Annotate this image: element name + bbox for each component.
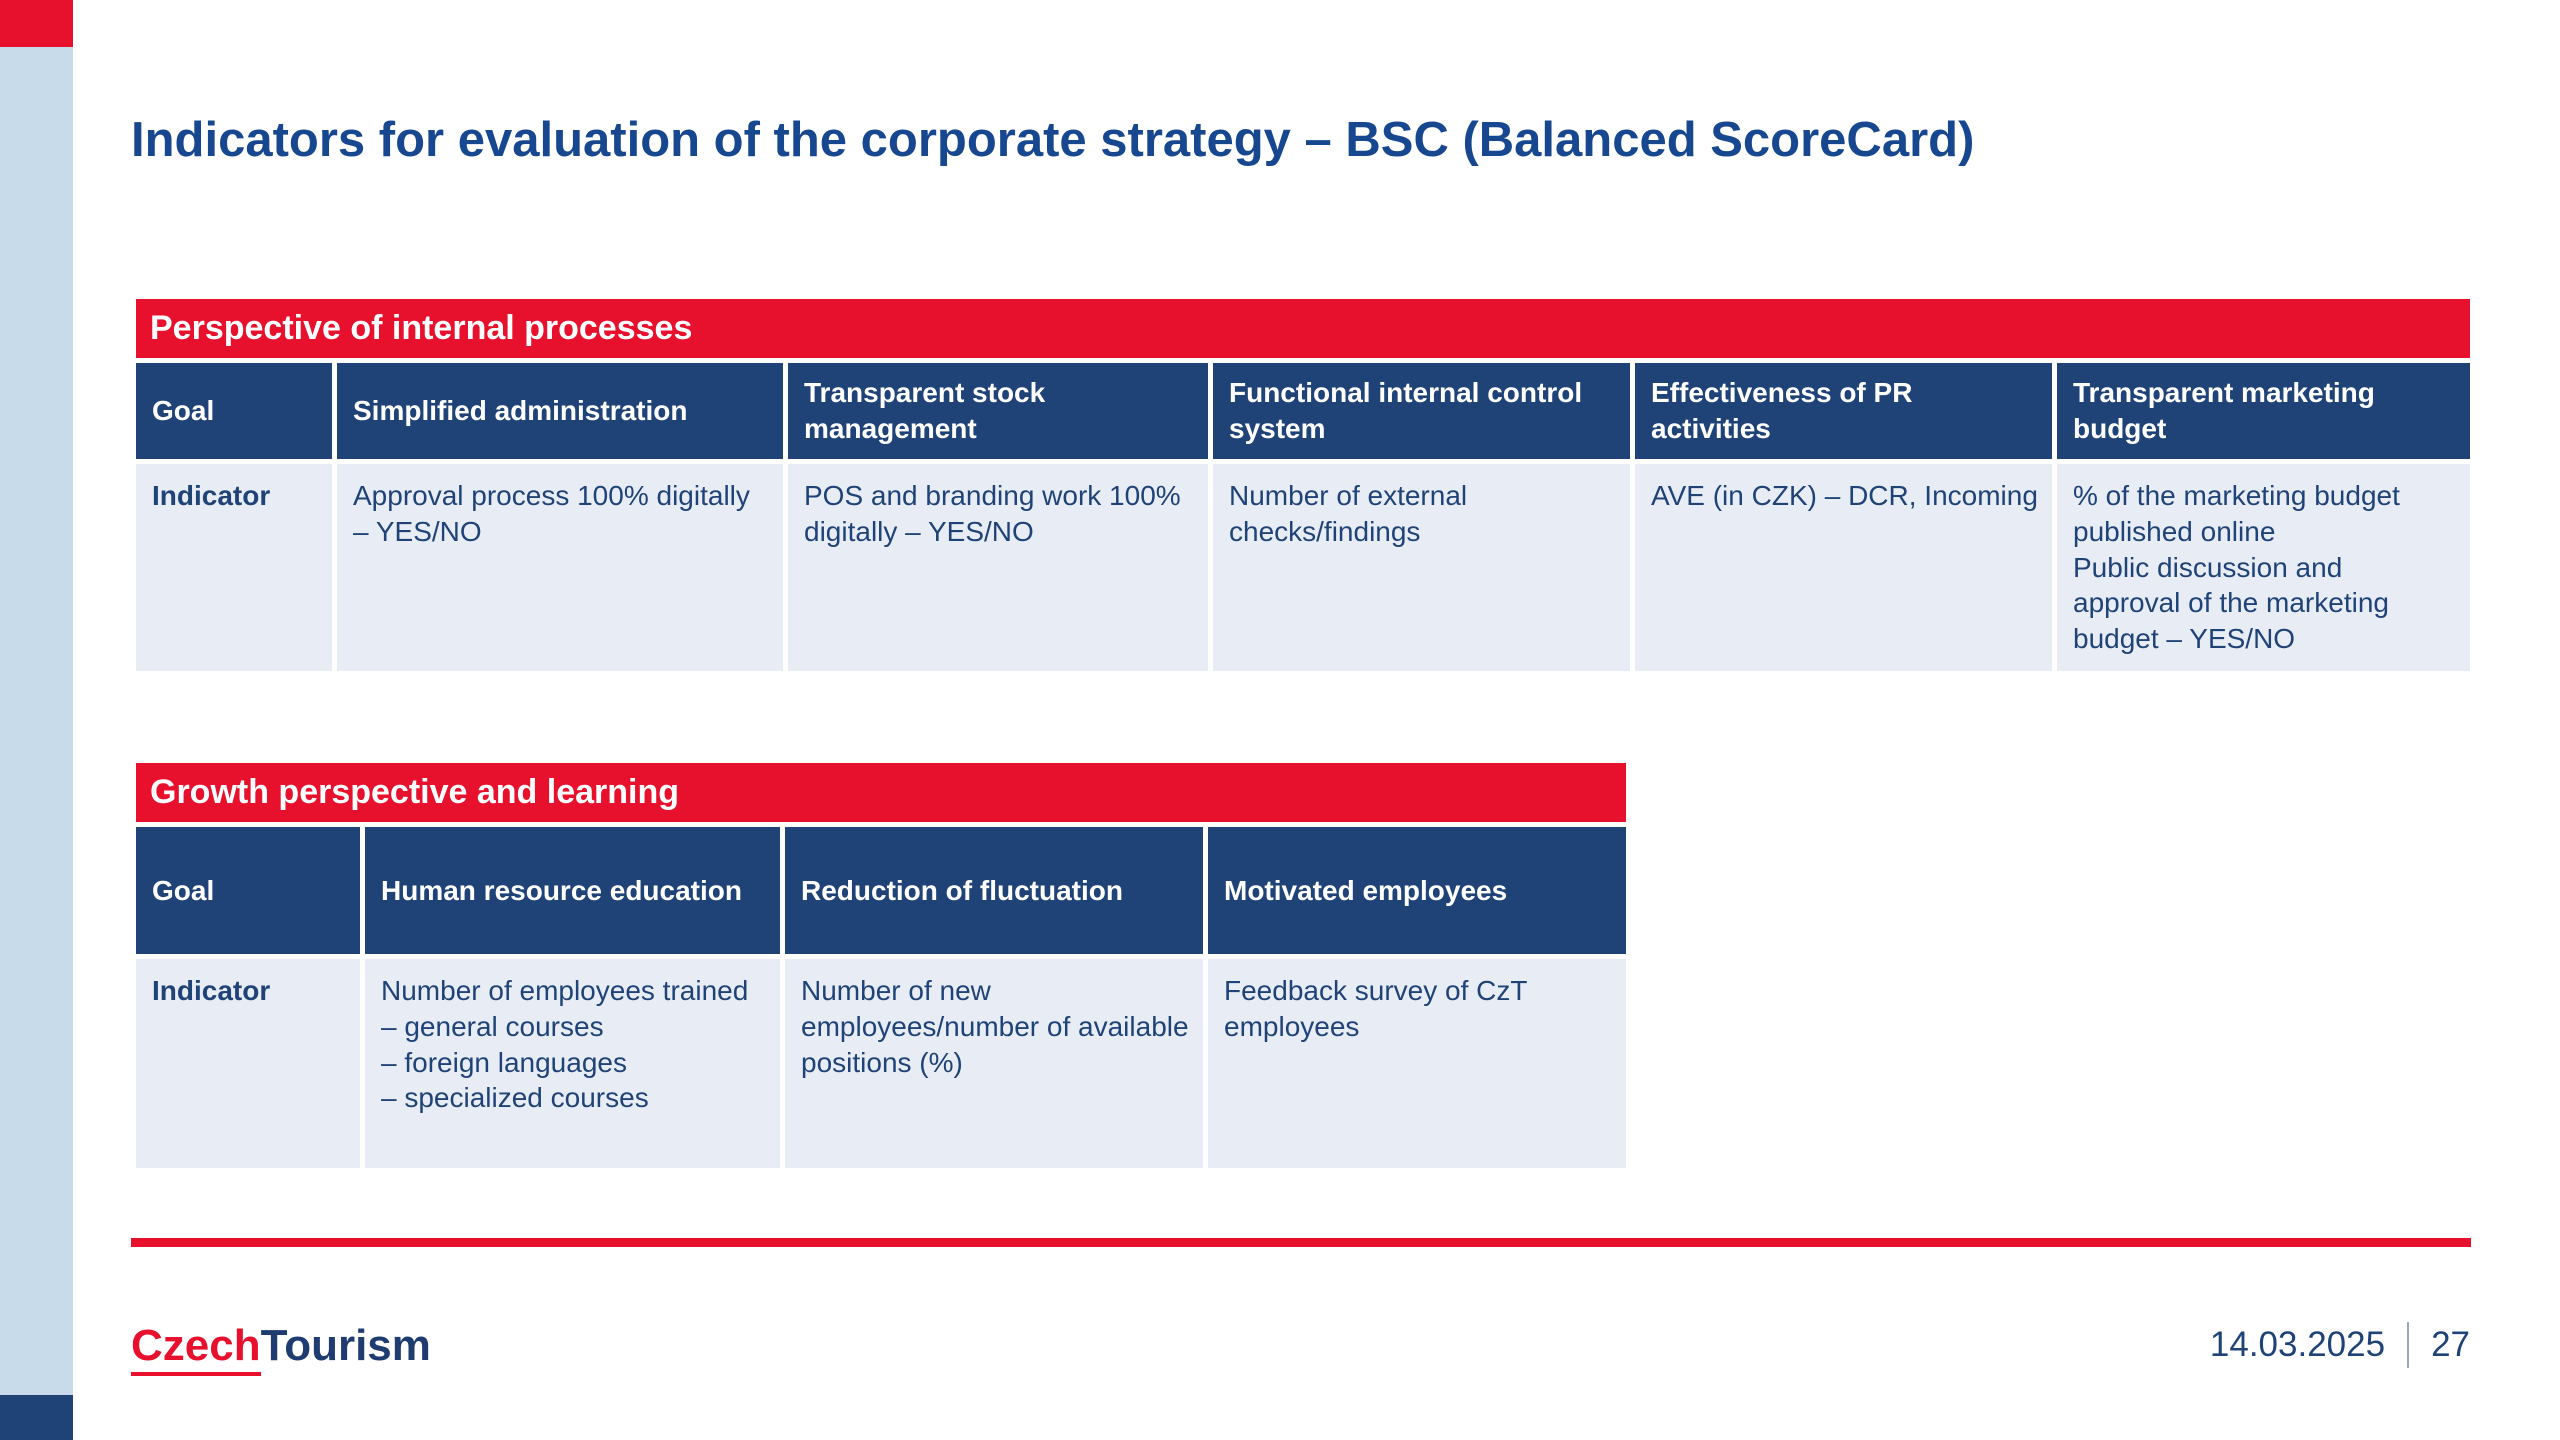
table-internal-processes: Perspective of internal processes Goal S… <box>136 299 2470 671</box>
indicator-row-label: Indicator <box>136 959 360 1168</box>
goal-cell: Effectiveness of PR activities <box>1635 363 2052 459</box>
footer-divider-line <box>131 1238 2471 1247</box>
indicator-cell: Feedback survey of CzT employees <box>1208 959 1626 1168</box>
goal-cell: Reduction of fluctuation <box>785 827 1203 954</box>
slide-title: Indicators for evaluation of the corpora… <box>131 113 1975 167</box>
goal-cell: Transparent stock management <box>788 363 1208 459</box>
footer-right: 14.03.2025 27 <box>2210 1322 2470 1368</box>
goal-cell: Simplified administration <box>337 363 783 459</box>
page-number: 27 <box>2431 1325 2470 1364</box>
logo-czech-text: Czech <box>131 1321 261 1376</box>
indicator-cell: AVE (in CZK) – DCR, Incoming <box>1635 464 2052 671</box>
goal-row-label: Goal <box>136 363 332 459</box>
indicator-cell: % of the marketing budget published onli… <box>2057 464 2470 671</box>
goal-cell: Motivated employees <box>1208 827 1626 954</box>
table-banner-growth-learning: Growth perspective and learning <box>136 763 1626 822</box>
indicator-cell: Approval process 100% digitally – YES/NO <box>337 464 783 671</box>
corner-accent-red <box>0 0 73 47</box>
goal-row-label: Goal <box>136 827 360 954</box>
left-edge-strip <box>0 0 73 1440</box>
table-banner-internal-processes: Perspective of internal processes <box>136 299 2470 358</box>
table-indicator-row: Indicator Approval process 100% digitall… <box>136 464 2470 671</box>
table-indicator-row: Indicator Number of employees trained – … <box>136 959 1626 1168</box>
corner-accent-blue <box>0 1395 73 1440</box>
indicator-row-label: Indicator <box>136 464 332 671</box>
goal-cell: Human resource education <box>365 827 780 954</box>
goal-cell: Functional internal control system <box>1213 363 1630 459</box>
indicator-cell: Number of external checks/findings <box>1213 464 1630 671</box>
table-header-row: Goal Simplified administration Transpare… <box>136 363 2470 459</box>
table-growth-learning: Growth perspective and learning Goal Hum… <box>136 763 1626 1168</box>
czechtourism-logo: CzechTourism <box>131 1321 431 1376</box>
indicator-cell: Number of employees trained – general co… <box>365 959 780 1168</box>
indicator-cell: POS and branding work 100% digitally – Y… <box>788 464 1208 671</box>
footer-date-page-separator <box>2407 1322 2410 1368</box>
table-header-row: Goal Human resource education Reduction … <box>136 827 1626 954</box>
goal-cell: Transparent marketing budget <box>2057 363 2470 459</box>
footer-date: 14.03.2025 <box>2209 1325 2386 1364</box>
logo-tourism-text: Tourism <box>260 1321 431 1370</box>
indicator-cell: Number of new employees/number of availa… <box>785 959 1203 1168</box>
